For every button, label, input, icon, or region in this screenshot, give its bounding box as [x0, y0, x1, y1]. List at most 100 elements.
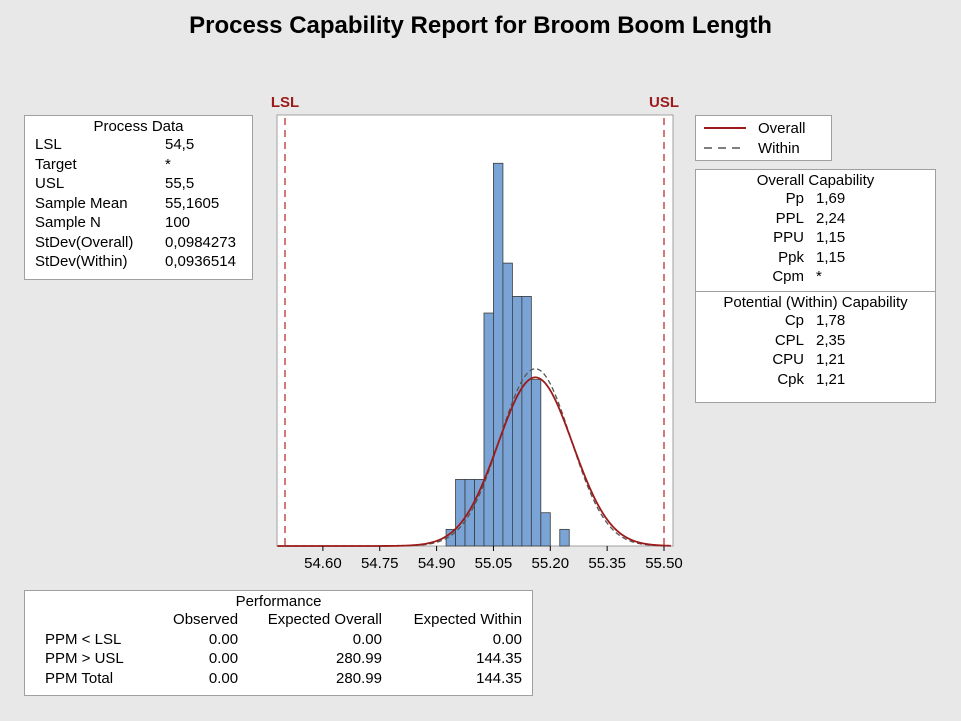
histogram-bar — [521, 295, 532, 547]
overall-capability-row: Pp 1,69 — [696, 189, 935, 209]
perf-col-header: Observed — [173, 611, 239, 629]
process-data-value: * — [165, 155, 171, 173]
histogram-bar — [530, 379, 542, 547]
process-data-value: 0,0936514 — [165, 253, 236, 270]
perf-cell: 0.00 — [208, 669, 239, 687]
perf-cell: PPM < LSL — [45, 630, 122, 648]
usl-label: USL — [649, 94, 679, 111]
histogram-bar — [559, 528, 570, 547]
process-data-label: USL — [35, 175, 65, 192]
perf-cell: 280.99 — [336, 650, 382, 668]
process-data-value: 55,5 — [165, 175, 195, 192]
perf-col-header — [35, 610, 153, 630]
report-title: Process Capability Report for Broom Boom… — [189, 12, 772, 39]
table-row: PPM Total 0.00 280.99 144.35 — [35, 669, 522, 689]
within-capability-value: 1,21 — [816, 351, 846, 369]
histogram-bar — [464, 479, 475, 547]
overall-capability-section: Overall Capability Pp 1,69 PPL 2,24 PPU 1,15 P… — [696, 170, 935, 289]
within-capability-label: Cp — [784, 311, 804, 329]
dashed-line-icon — [704, 147, 746, 149]
process-data-label: Target — [35, 155, 77, 173]
perf-cell: 144.35 — [476, 650, 522, 668]
perf-cell: 0.00 — [208, 630, 239, 648]
table-row: PPM > USL 0.00 280.99 144.35 — [35, 649, 522, 669]
perf-cell: 144.35 — [476, 669, 522, 687]
process-data-label: StDev(Overall) — [35, 233, 134, 251]
process-data-panel: Process Data LSL 54,5 Target * USL 55,5 Sample… — [24, 115, 253, 280]
overall-capability-row: PPL 2,24 — [696, 209, 935, 229]
process-data-label: Sample N — [35, 214, 101, 231]
x-tick-label: 55.35 — [588, 555, 626, 572]
perf-cell: PPM Total — [45, 669, 114, 687]
process-data-row: StDev(Overall) 0,0984273 — [35, 233, 242, 253]
within-capability-row: CPU 1,21 — [696, 350, 935, 370]
overall-capability-value: 1,69 — [816, 190, 846, 207]
legend-item-overall: Overall — [702, 118, 825, 138]
histogram-bar — [493, 162, 504, 547]
overall-capability-value: 1,15 — [816, 248, 846, 266]
process-data-row: LSL 54,5 — [35, 135, 242, 155]
histogram-bar — [483, 312, 494, 547]
histogram-bar — [512, 295, 523, 547]
overall-capability-label: Ppk — [778, 248, 804, 266]
performance-panel: Performance Observed Expected Overall Ex… — [24, 590, 533, 696]
within-capability-value: 1,78 — [816, 311, 846, 329]
solid-line-icon — [704, 127, 746, 129]
overall-capability-row: PPU 1,15 — [696, 228, 935, 248]
legend-label-within: Within — [758, 139, 800, 157]
overall-capability-label: Cpm — [772, 268, 804, 286]
chart-legend: Overall Within — [695, 115, 832, 161]
x-tick-label: 55.05 — [475, 555, 513, 572]
within-capability-label: CPL — [774, 331, 804, 349]
table-row: PPM < LSL 0.00 0.00 0.00 — [35, 630, 522, 650]
capability-panel: Overall Capability Pp 1,69 PPL 2,24 PPU 1,15 P… — [695, 169, 936, 403]
perf-cell: 0.00 — [352, 630, 382, 648]
within-capability-label: Cpk — [777, 370, 804, 388]
process-data-row: Target * — [35, 155, 242, 175]
process-data-value: 100 — [165, 214, 191, 231]
lsl-label: LSL — [271, 94, 299, 111]
process-data-row: Sample N 100 — [35, 213, 242, 233]
perf-cell: 280.99 — [336, 669, 382, 687]
overall-capability-value: 2,24 — [816, 209, 846, 227]
x-tick-label: 54.90 — [418, 555, 456, 572]
performance-header-row: Observed Expected Overall Expected Withi… — [35, 610, 522, 630]
within-capability-value: 1,21 — [816, 370, 846, 388]
process-data-value: 55,1605 — [165, 194, 220, 212]
x-tick-label: 55.50 — [645, 555, 683, 572]
process-data-row: StDev(Within) 0,0936514 — [35, 252, 242, 272]
overall-capability-label: PPL — [775, 209, 804, 227]
within-capability-row: Cp 1,78 — [696, 311, 935, 331]
performance-table: Observed Expected Overall Expected Withi… — [35, 610, 522, 688]
process-data-value: 54,5 — [165, 136, 195, 153]
process-data-label: Sample Mean — [35, 194, 128, 212]
overall-capability-label: Pp — [785, 190, 804, 207]
perf-cell: PPM > USL — [45, 650, 124, 668]
overall-capability-value: 1,15 — [816, 229, 846, 247]
overall-capability-header: Overall Capability — [756, 172, 875, 189]
perf-col-header: Expected Within — [413, 611, 522, 629]
process-data-value: 0,0984273 — [165, 233, 236, 251]
x-tick-label: 54.60 — [304, 555, 342, 572]
overall-normal-curve — [277, 376, 671, 547]
perf-cell: 0.00 — [208, 650, 239, 668]
legend-item-within: Within — [702, 138, 825, 158]
process-data-label: LSL — [35, 136, 62, 153]
overall-capability-row: Cpm * — [696, 267, 935, 287]
process-data-header: Process Data — [93, 118, 184, 135]
legend-label-overall: Overall — [758, 119, 806, 137]
x-tick-label: 54.75 — [361, 555, 399, 572]
overall-capability-label: PPU — [773, 229, 804, 247]
within-capability-row: Cpk 1,21 — [696, 370, 935, 390]
overall-capability-value: * — [816, 268, 822, 286]
process-data-row: Sample Mean 55,1605 — [35, 194, 242, 214]
within-capability-row: CPL 2,35 — [696, 331, 935, 351]
overall-capability-row: Ppk 1,15 — [696, 248, 935, 268]
within-capability-header: Potential (Within) Capability — [723, 293, 908, 311]
within-capability-section: Potential (Within) Capability Cp 1,78 CPL 2… — [696, 292, 935, 391]
perf-col-header: Expected Overall — [267, 611, 382, 629]
performance-header: Performance — [235, 593, 322, 610]
x-tick-label: 55.20 — [532, 555, 570, 572]
plot-area — [276, 114, 674, 547]
